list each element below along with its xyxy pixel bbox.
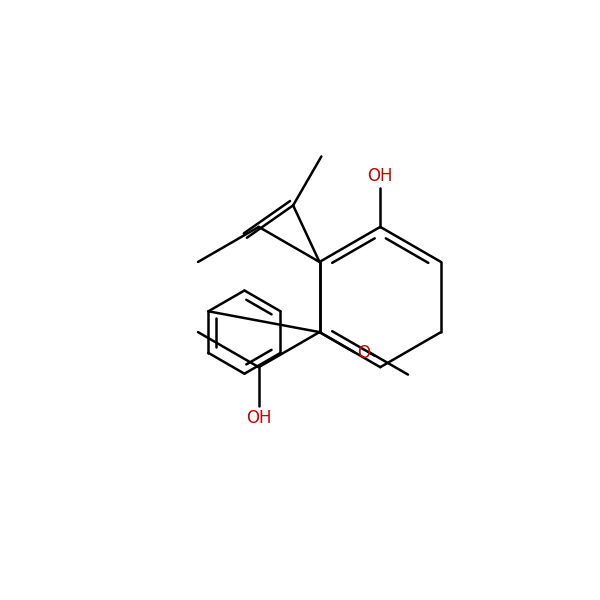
Text: OH: OH — [367, 167, 393, 185]
Text: O: O — [358, 344, 370, 362]
Text: OH: OH — [246, 409, 272, 427]
